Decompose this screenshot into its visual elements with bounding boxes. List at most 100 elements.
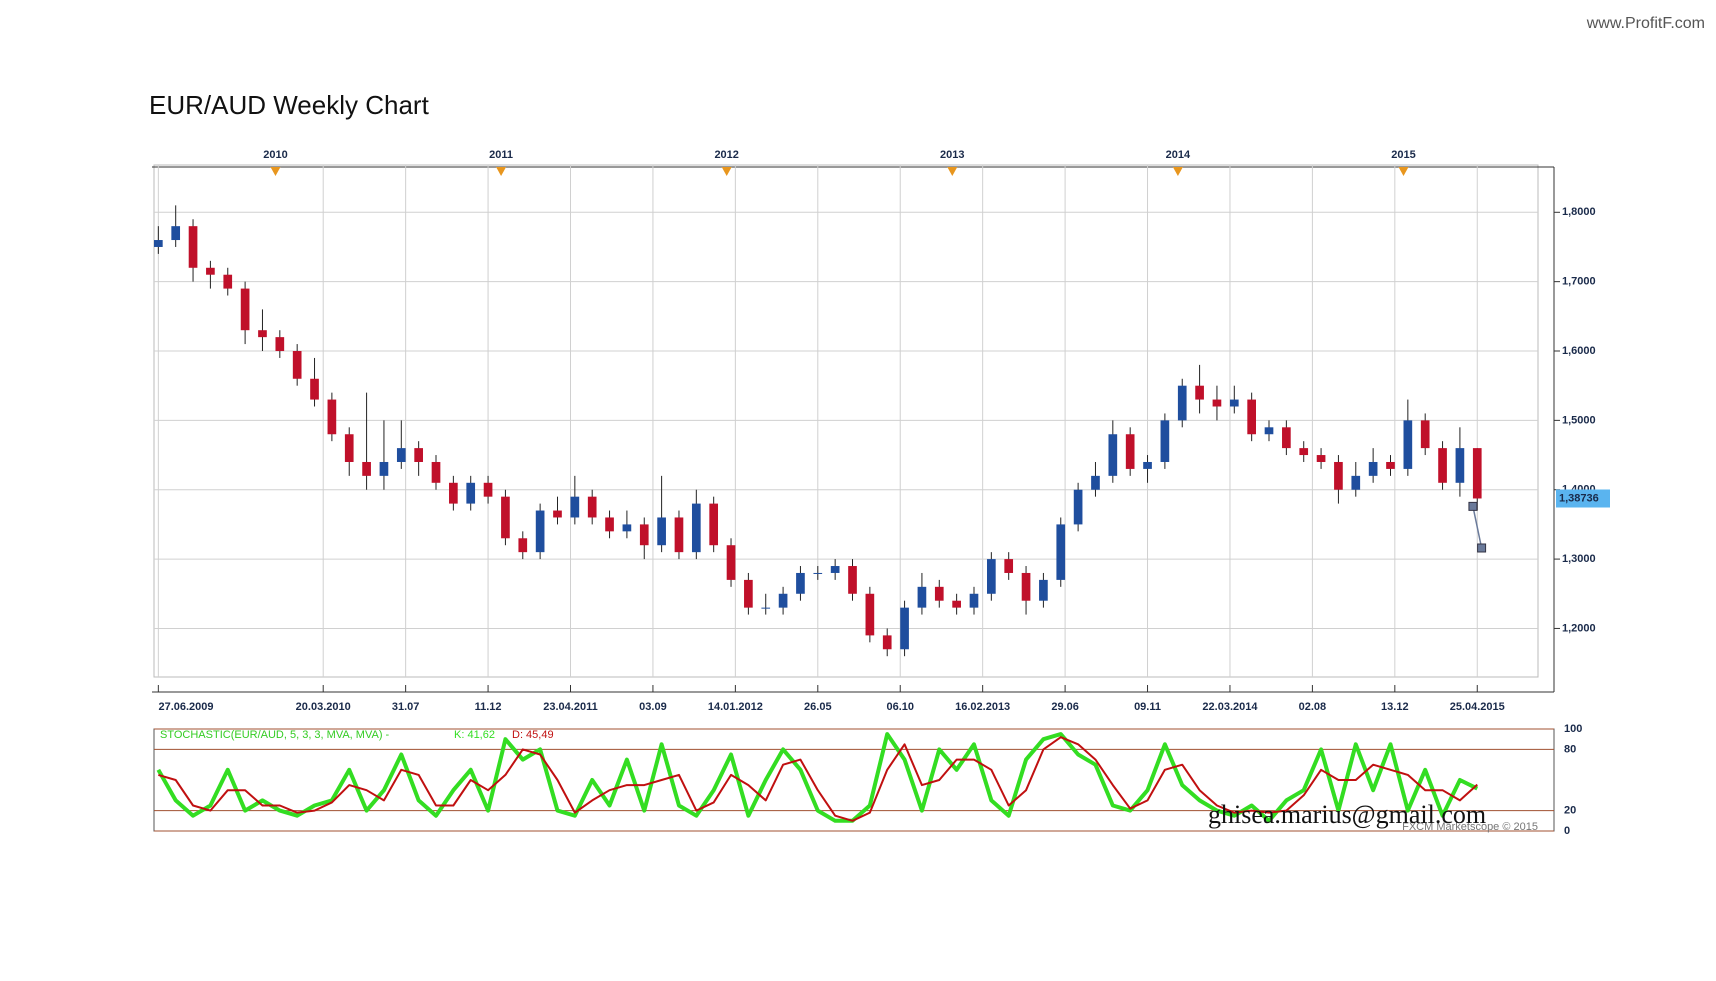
candle-body	[987, 559, 996, 594]
candle-body	[1039, 579, 1048, 601]
candle-body	[848, 566, 857, 594]
candle-body	[622, 524, 632, 532]
candle-body	[1334, 461, 1343, 490]
candle-body	[449, 482, 458, 504]
candle-body	[605, 517, 614, 532]
projection-point	[1477, 543, 1487, 553]
x-tick-label: 23.04.2011	[543, 701, 597, 713]
y-tick-label: 1,5000	[1562, 414, 1596, 426]
candle-body	[934, 586, 944, 601]
candle-body	[1229, 399, 1239, 407]
candle-body	[292, 351, 302, 379]
last-price-tag	[1556, 489, 1610, 508]
candle-body	[1056, 524, 1066, 580]
y-tick-label: 100	[1564, 723, 1582, 735]
candle-body	[1403, 420, 1413, 469]
x-tick-label: 03.09	[639, 701, 667, 713]
year-label: 2014	[1166, 149, 1191, 161]
candle-body	[587, 496, 597, 518]
candle-body	[483, 482, 493, 497]
x-tick-label: 25.04.2015	[1450, 701, 1505, 713]
x-tick-label: 22.03.2014	[1202, 701, 1258, 713]
email: ghisea.marius@gmail.com	[1208, 800, 1486, 829]
candle-body	[275, 337, 285, 352]
x-tick-label: 14.01.2012	[708, 701, 763, 713]
y-tick-label: 1,6000	[1562, 345, 1596, 357]
x-tick-label: 11.12	[475, 701, 502, 713]
year-marker	[1172, 167, 1183, 176]
candle-body	[310, 378, 319, 400]
candle-body	[917, 586, 927, 608]
x-tick-label: 26.05	[804, 701, 832, 713]
candle-body	[1212, 399, 1222, 407]
y-tick-label: 0	[1564, 825, 1570, 837]
legend-entry: K: 41,62	[454, 729, 495, 741]
candle-body	[709, 503, 719, 546]
candle-body	[796, 572, 805, 594]
year-marker	[721, 167, 732, 176]
candle-body	[154, 240, 163, 247]
candle-body	[1316, 455, 1326, 462]
plot-frame	[153, 164, 1539, 678]
candle-body	[1264, 427, 1274, 435]
y-tick-label: 20	[1564, 805, 1576, 817]
candle-body	[379, 461, 389, 476]
year-label: 2012	[714, 149, 738, 161]
candle-body	[414, 448, 423, 462]
candle-body	[1351, 475, 1361, 490]
indicator-title: STOCHASTIC(EUR/AUD, 5, 3, 3, MVA, MVA) -	[160, 729, 390, 741]
candle-body	[223, 274, 233, 289]
candle-body	[1177, 385, 1187, 421]
candle-body	[813, 572, 823, 574]
candle-body	[258, 330, 267, 338]
year-marker	[496, 167, 507, 176]
candle-body	[726, 545, 736, 580]
candle-body	[240, 288, 250, 331]
candle-body	[1455, 448, 1465, 483]
legend-entry: D: 45,49	[512, 729, 554, 741]
candle-body	[1368, 461, 1378, 476]
candle-body	[882, 635, 892, 650]
x-tick-label: 06.10	[886, 701, 914, 713]
x-tick-label: 29.06	[1051, 701, 1079, 713]
x-tick-label: 20.03.2010	[296, 701, 351, 713]
candle-body	[518, 538, 528, 553]
candle-body	[865, 593, 875, 636]
y-tick-label: 1,7000	[1562, 276, 1596, 288]
candle-body	[744, 579, 753, 608]
x-tick-label: 31.07	[392, 701, 420, 713]
x-tick-label: 27.06.2009	[158, 701, 213, 713]
site-watermark: www.ProfitF.com	[1586, 15, 1705, 32]
projection-point	[1468, 501, 1478, 511]
projection-line	[1472, 506, 1483, 549]
candle-body	[1299, 448, 1309, 456]
candle-body	[501, 496, 510, 539]
candle-body	[1438, 448, 1447, 483]
candle-body	[1420, 420, 1430, 449]
candle-body	[969, 593, 979, 608]
candle-body	[327, 399, 337, 435]
x-tick-label: 09.11	[1134, 701, 1161, 713]
year-marker	[947, 167, 958, 176]
candle-body	[535, 510, 545, 553]
candle-body	[188, 226, 198, 268]
candle-body	[431, 461, 441, 483]
candle-body	[674, 517, 684, 553]
x-tick-label: 02.08	[1299, 701, 1327, 713]
candle-body	[1125, 434, 1135, 469]
last-price-label: 1,38736	[1559, 492, 1599, 504]
stochastic-line	[158, 736, 1478, 822]
year-marker	[270, 167, 281, 176]
candle-body	[657, 517, 666, 546]
year-label: 2011	[489, 149, 513, 161]
candle-body	[1073, 489, 1083, 525]
y-tick-label: 1,3000	[1562, 553, 1596, 565]
candle-body	[1004, 559, 1014, 573]
y-tick-label: 1,2000	[1562, 622, 1596, 634]
candle-body	[1386, 461, 1395, 469]
candle-body	[171, 226, 181, 241]
year-label: 2013	[940, 149, 964, 161]
x-tick-label: 16.02.2013	[955, 701, 1010, 713]
candle-body	[206, 267, 215, 275]
